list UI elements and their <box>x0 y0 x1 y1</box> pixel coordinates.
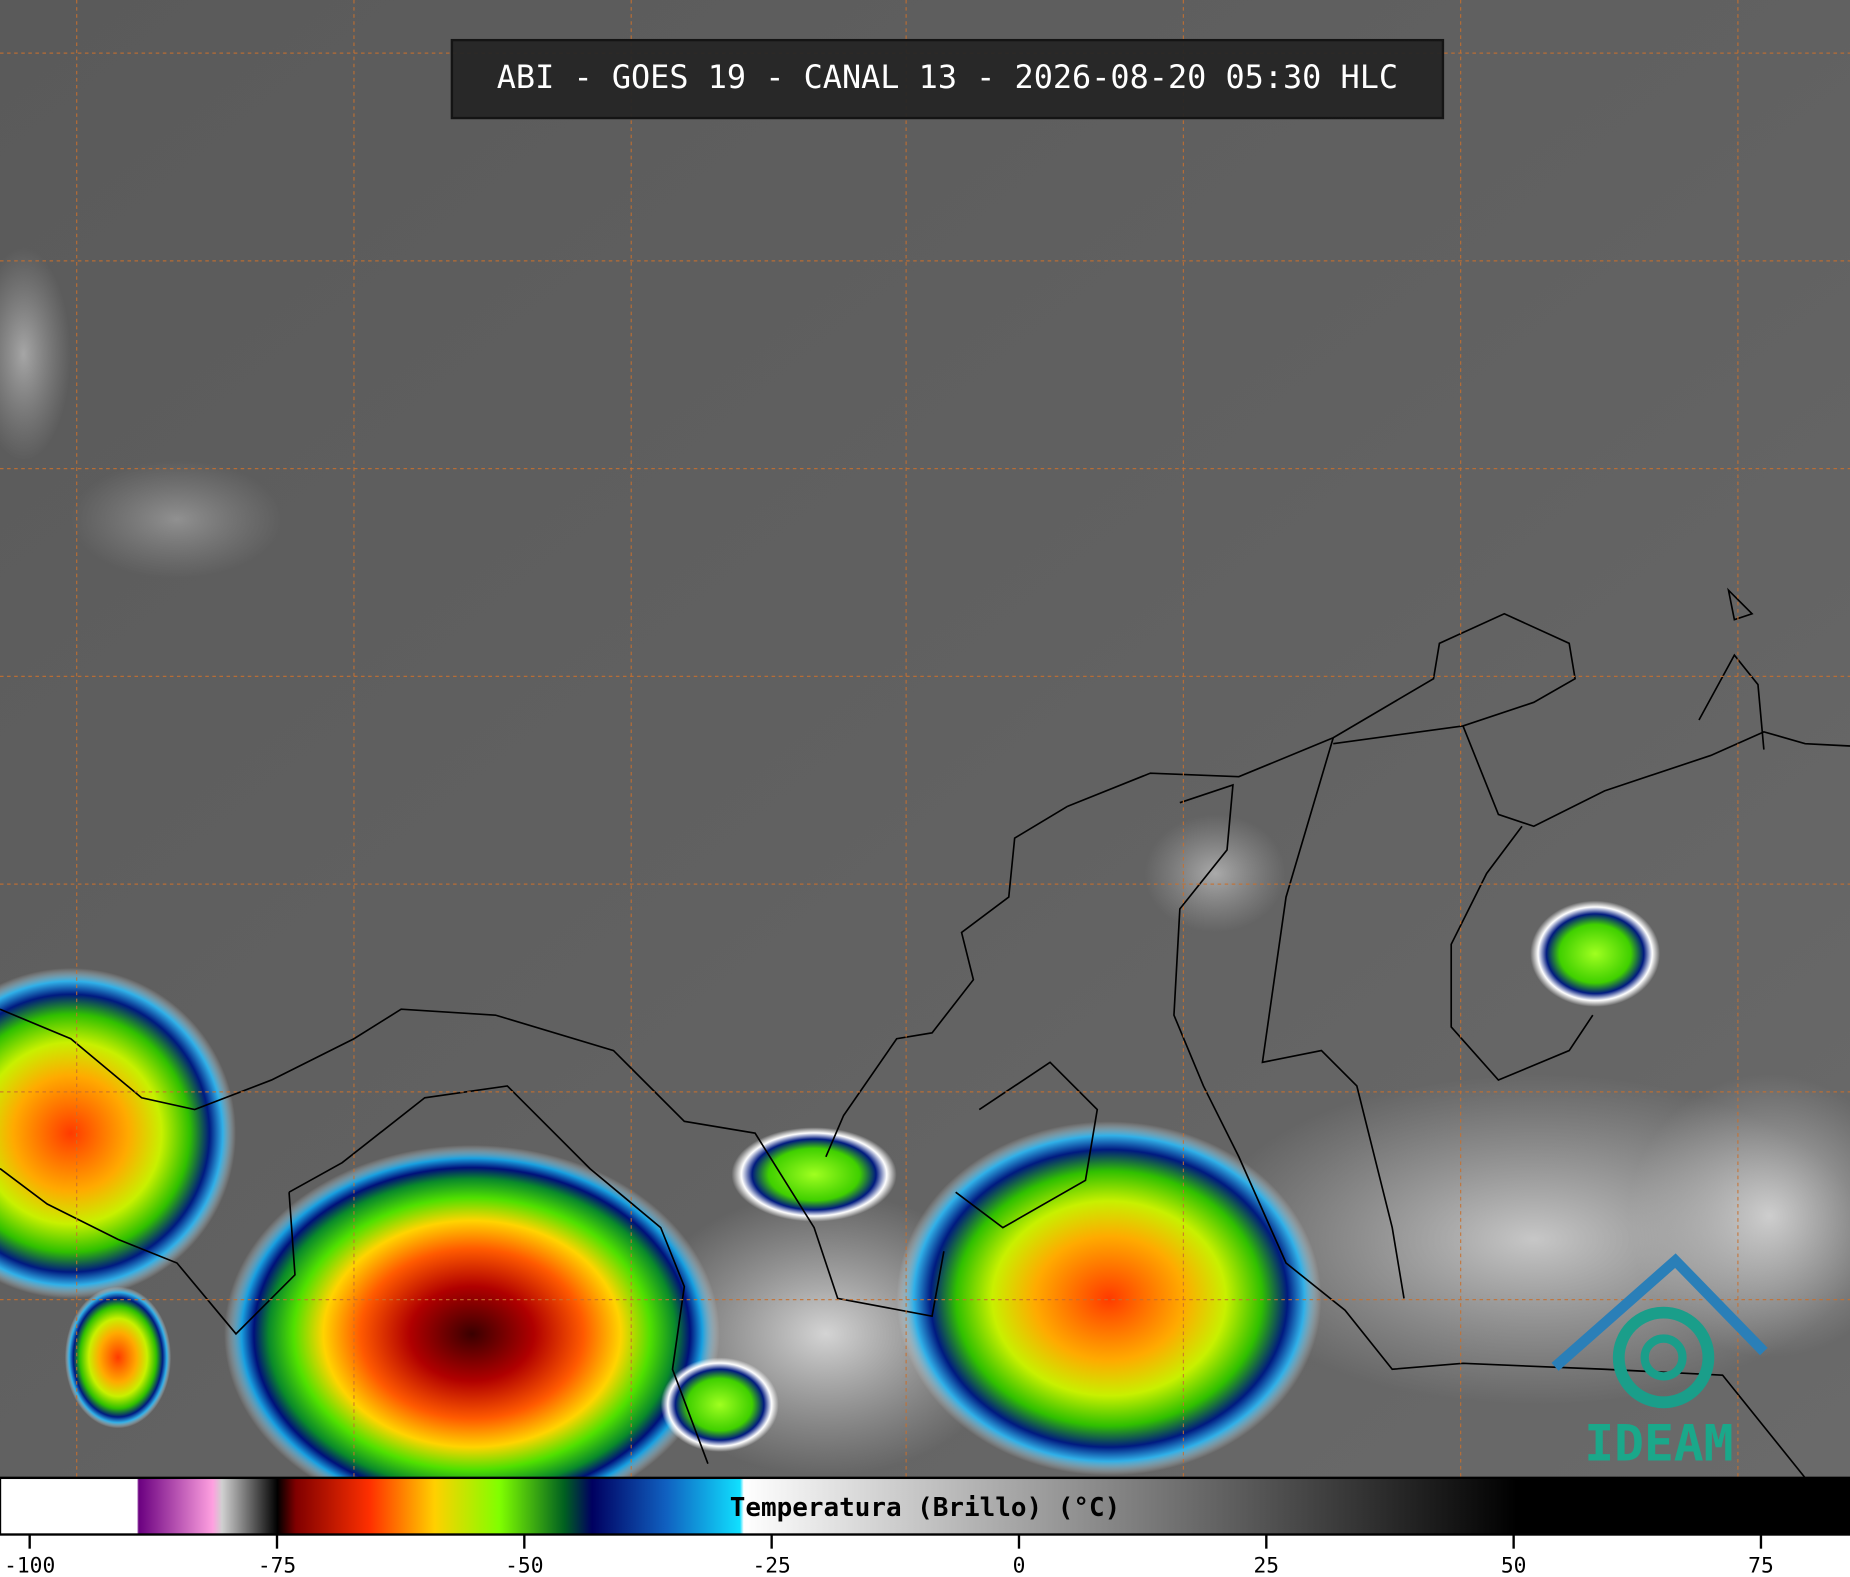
title: ABI - GOES 19 - CANAL 13 - 2026-08-20 05… <box>497 58 1398 96</box>
tick-label: -75 <box>258 1553 296 1577</box>
logo: IDEAM <box>1551 1253 1768 1473</box>
tick-label: -25 <box>752 1553 790 1577</box>
logo-swirl <box>1612 1306 1715 1409</box>
tick-label: 0 <box>1013 1553 1026 1577</box>
logo-text: IDEAM <box>1584 1415 1733 1473</box>
cloud <box>1628 1074 1850 1358</box>
storm-cell <box>896 1121 1322 1476</box>
graticule <box>0 0 1850 1478</box>
storm-cell <box>731 1127 897 1222</box>
logo-roof <box>1551 1253 1768 1371</box>
cloud <box>0 247 71 461</box>
cloud <box>70 460 284 579</box>
title-box <box>450 38 1445 120</box>
storm-cell <box>1530 900 1661 1007</box>
colorbar-label: Temperatura (Brillo) (°C) <box>730 1493 1121 1523</box>
tick-label: 75 <box>1748 1553 1774 1577</box>
storm-cell <box>660 1357 779 1452</box>
storm-cell <box>224 1144 720 1523</box>
colorbar-ticks: -100 -75 -50 -25 0 25 50 75 <box>4 1534 1774 1577</box>
tick-label: -50 <box>505 1553 543 1577</box>
storm-cell <box>64 1286 172 1429</box>
tick-label: 50 <box>1501 1553 1527 1577</box>
storm-cell <box>0 967 236 1299</box>
tick-label: -100 <box>4 1553 55 1577</box>
logo-swirl <box>1640 1334 1687 1381</box>
colorbar <box>0 1476 1850 1536</box>
coastlines <box>0 587 1850 1479</box>
cloud <box>1144 814 1287 933</box>
tick-label: 25 <box>1254 1553 1280 1577</box>
